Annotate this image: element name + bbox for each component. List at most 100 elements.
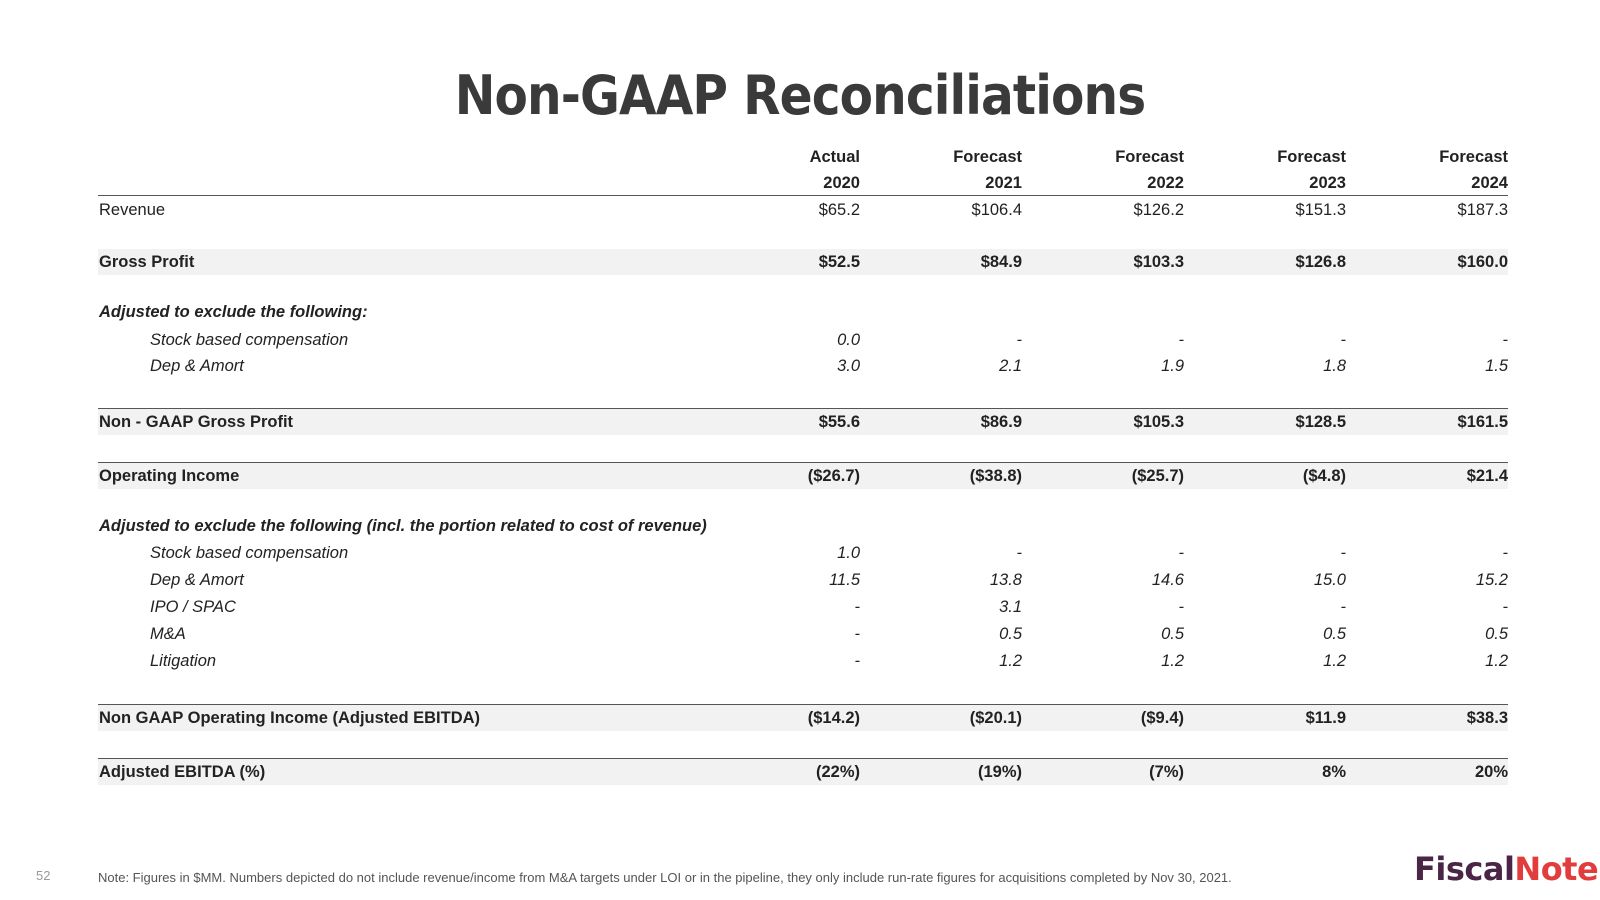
footnote: Note: Figures in $MM. Numbers depicted d… — [98, 870, 1232, 885]
row-label: Stock based compensation — [150, 543, 349, 562]
row-value: ($26.7) — [807, 466, 860, 485]
row-value: $160.0 — [1457, 252, 1508, 271]
header-year: 2024 — [1471, 173, 1508, 192]
row-label: Non - GAAP Gross Profit — [99, 412, 294, 431]
header-year-row: 2020 2021 2022 2023 2024 — [98, 170, 1508, 196]
header-year: 2022 — [1147, 173, 1184, 192]
row-label: Dep & Amort — [150, 570, 244, 589]
row-value: 1.8 — [1323, 356, 1346, 375]
row-label: Adjusted to exclude the following: — [99, 302, 368, 321]
row-value: 14.6 — [1151, 570, 1184, 589]
row-value: 1.2 — [1323, 651, 1346, 670]
row-value: - — [1502, 330, 1509, 349]
row-value: $21.4 — [1466, 466, 1508, 485]
row-value: - — [1178, 597, 1185, 616]
row-label: Dep & Amort — [150, 356, 244, 375]
row-value: (19%) — [977, 762, 1022, 781]
row-value: 15.0 — [1313, 570, 1346, 589]
row-value: ($20.1) — [969, 708, 1022, 727]
row-value: 20% — [1474, 762, 1508, 781]
header-type: Forecast — [1115, 147, 1184, 166]
row-value: - — [1016, 330, 1023, 349]
row-value: $38.3 — [1466, 708, 1508, 727]
header-year: 2021 — [985, 173, 1022, 192]
row-value: - — [1340, 330, 1347, 349]
page-title: Non-GAAP Reconciliations — [454, 64, 1146, 127]
header-year: 2023 — [1309, 173, 1346, 192]
header-type: Forecast — [1439, 147, 1508, 166]
section-heading: Adjusted to exclude the following: — [98, 299, 1508, 325]
row-value: $128.5 — [1295, 412, 1346, 431]
row-value: - — [854, 651, 861, 670]
row-label: Litigation — [150, 651, 217, 670]
row-value: ($4.8) — [1302, 466, 1346, 485]
row-value: 0.5 — [1161, 624, 1184, 643]
row-label: Gross Profit — [99, 252, 195, 271]
table-row: Adjusted EBITDA (%) (22%) (19%) (7%) 8% … — [98, 759, 1508, 785]
table-row: Gross Profit $52.5 $84.9 $103.3 $126.8 $… — [98, 249, 1508, 275]
page-number: 52 — [36, 868, 51, 883]
table-row: IPO / SPAC - 3.1 - - - — [98, 594, 1508, 620]
logo-text-fiscal: Fiscal — [1414, 850, 1515, 888]
table-row: Dep & Amort 3.0 2.1 1.9 1.8 1.5 — [98, 353, 1508, 379]
row-value: $11.9 — [1305, 708, 1346, 727]
row-value: 1.9 — [1161, 356, 1184, 375]
row-value: $187.3 — [1457, 200, 1508, 219]
row-value: 1.2 — [999, 651, 1022, 670]
row-value: 3.1 — [999, 597, 1022, 616]
row-value: 13.8 — [989, 570, 1022, 589]
header-type-row: Actual Forecast Forecast Forecast Foreca… — [98, 144, 1508, 170]
row-value: 1.2 — [1485, 651, 1508, 670]
row-value: (7%) — [1149, 762, 1184, 781]
row-value: 1.5 — [1485, 356, 1508, 375]
section-rule — [98, 704, 1508, 705]
header-type: Forecast — [1277, 147, 1346, 166]
row-label: Stock based compensation — [150, 330, 349, 349]
section-rule — [98, 758, 1508, 759]
logo-text-note: Note — [1514, 850, 1599, 888]
row-value: $106.4 — [971, 200, 1022, 219]
row-value: $103.3 — [1133, 252, 1184, 271]
row-value: $52.5 — [818, 252, 860, 271]
row-value: 0.0 — [837, 330, 860, 349]
row-value: ($14.2) — [807, 708, 860, 727]
row-label: Revenue — [99, 200, 166, 219]
table-row: Non GAAP Operating Income (Adjusted EBIT… — [98, 705, 1508, 731]
row-label: Operating Income — [99, 466, 240, 485]
row-value: - — [1340, 543, 1347, 562]
table-row: Operating Income ($26.7) ($38.8) ($25.7)… — [98, 463, 1508, 489]
row-value: $126.2 — [1133, 200, 1184, 219]
row-value: - — [1502, 597, 1509, 616]
row-value: (22%) — [815, 762, 860, 781]
row-label: Adjusted EBITDA (%) — [99, 762, 266, 781]
row-label: M&A — [150, 624, 186, 643]
row-value: 0.5 — [1323, 624, 1346, 643]
section-rule — [98, 462, 1508, 463]
table-row: Non - GAAP Gross Profit $55.6 $86.9 $105… — [98, 409, 1508, 435]
row-value: 0.5 — [1485, 624, 1508, 643]
header-year: 2020 — [823, 173, 860, 192]
row-value: 11.5 — [829, 570, 860, 589]
table-row: Dep & Amort 11.5 13.8 14.6 15.0 15.2 — [98, 567, 1508, 593]
row-value: 8% — [1322, 762, 1346, 781]
fiscalnote-logo: FiscalNote — [1414, 850, 1599, 888]
row-value: 1.0 — [837, 543, 860, 562]
row-value: ($38.8) — [969, 466, 1022, 485]
row-value: - — [1016, 543, 1023, 562]
row-value: $55.6 — [818, 412, 860, 431]
row-value: - — [1340, 597, 1347, 616]
row-value: 3.0 — [837, 356, 860, 375]
row-value: $86.9 — [980, 412, 1022, 431]
header-type: Actual — [809, 147, 860, 166]
table-row: M&A - 0.5 0.5 0.5 0.5 — [98, 621, 1508, 647]
row-label: Adjusted to exclude the following (incl.… — [99, 516, 707, 535]
row-value: $65.2 — [818, 200, 860, 219]
row-value: - — [854, 624, 861, 643]
row-value: ($25.7) — [1131, 466, 1184, 485]
row-value: 1.2 — [1161, 651, 1184, 670]
row-value: - — [1178, 330, 1185, 349]
row-value: $151.3 — [1295, 200, 1346, 219]
row-value: 2.1 — [999, 356, 1022, 375]
row-label: Non GAAP Operating Income (Adjusted EBIT… — [99, 708, 481, 727]
row-value: - — [1502, 543, 1509, 562]
